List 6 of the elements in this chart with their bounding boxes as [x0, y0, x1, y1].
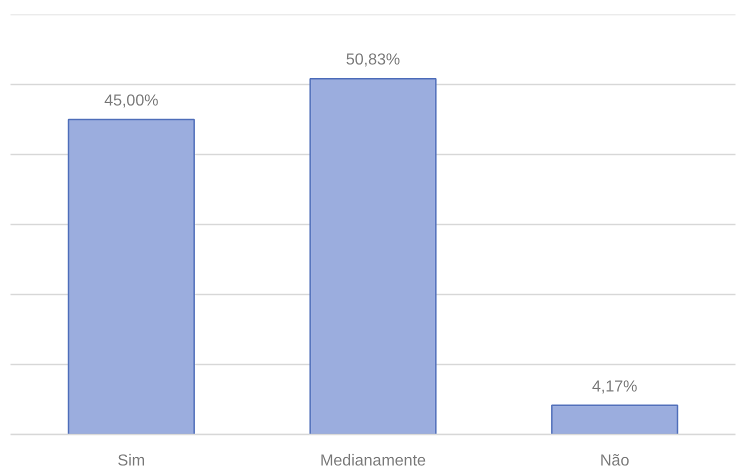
data-label: 45,00%: [104, 92, 158, 110]
data-label: 50,83%: [346, 52, 400, 69]
x-tick-label: Não: [600, 452, 630, 470]
x-tick-label: Sim: [118, 452, 146, 470]
data-label: 4,17%: [592, 378, 638, 396]
x-tick-label: Medianamente: [320, 452, 426, 470]
